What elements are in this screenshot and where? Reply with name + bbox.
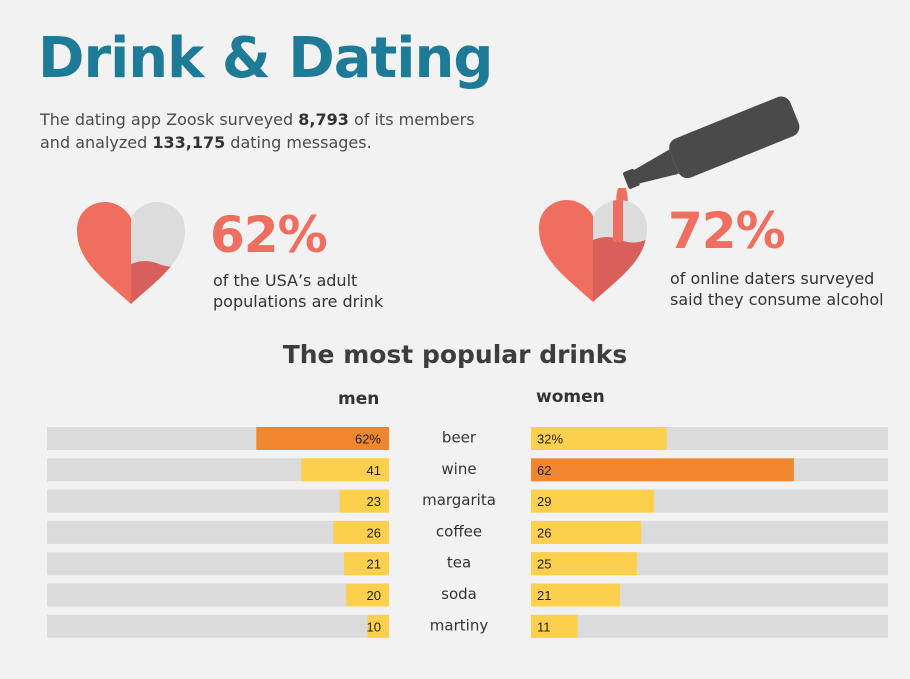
men-value-wine: 41 bbox=[367, 463, 381, 478]
category-label-martiny: martiny bbox=[430, 616, 489, 634]
men-value-beer: 62% bbox=[355, 432, 381, 447]
women-value-coffee: 26 bbox=[537, 525, 551, 540]
women-track-martiny bbox=[531, 614, 888, 638]
legend-men: men bbox=[338, 389, 380, 409]
men-track-tea bbox=[47, 552, 389, 576]
stat-desc-1: of the USA’s adult populations are drink bbox=[213, 271, 384, 311]
men-bar-martiny bbox=[367, 614, 389, 638]
women-bar-margarita bbox=[531, 489, 654, 513]
stat-value-1: 62% bbox=[210, 206, 328, 264]
men-track-margarita bbox=[47, 489, 389, 513]
heart-icon-right bbox=[539, 200, 647, 302]
women-value-tea: 25 bbox=[537, 557, 551, 572]
women-bar-tea bbox=[531, 552, 637, 576]
women-value-martiny: 11 bbox=[537, 619, 551, 634]
category-label-soda: soda bbox=[441, 585, 477, 603]
subtitle-suffix: dating messages. bbox=[225, 133, 372, 152]
category-label-tea: tea bbox=[447, 554, 471, 572]
men-bar-coffee bbox=[333, 520, 389, 544]
men-value-coffee: 26 bbox=[367, 525, 381, 540]
subtitle-prefix: The dating app Zoosk surveyed bbox=[40, 110, 299, 129]
category-label-wine: wine bbox=[441, 460, 476, 478]
men-bar-tea bbox=[344, 552, 389, 576]
men-bar-wine bbox=[301, 458, 389, 482]
category-label-margarita: margarita bbox=[422, 491, 496, 509]
men-value-tea: 21 bbox=[367, 557, 381, 572]
heart-icon-left bbox=[77, 202, 185, 304]
messages-count: 133,175 bbox=[152, 133, 226, 152]
subtitle-mid: of its members and analyzed bbox=[40, 110, 475, 152]
women-bar-coffee bbox=[531, 520, 642, 544]
men-track-soda bbox=[47, 583, 389, 607]
members-count: 8,793 bbox=[298, 110, 349, 129]
subtitle: The dating app Zoosk surveyed 8,793 of i… bbox=[40, 108, 490, 154]
men-track-martiny bbox=[47, 614, 389, 638]
category-label-coffee: coffee bbox=[436, 522, 482, 540]
women-bar-soda bbox=[531, 583, 621, 607]
page-title: Drink & Dating bbox=[38, 26, 493, 91]
category-label-beer: beer bbox=[442, 429, 477, 447]
chart-title: The most popular drinks bbox=[282, 340, 628, 369]
men-track-coffee bbox=[47, 520, 389, 544]
men-value-martiny: 10 bbox=[367, 619, 381, 634]
men-value-margarita: 23 bbox=[367, 494, 381, 509]
men-bar-beer bbox=[256, 427, 389, 450]
women-value-wine: 62 bbox=[537, 463, 551, 478]
women-track-soda bbox=[531, 583, 888, 607]
men-bar-soda bbox=[346, 583, 389, 607]
men-value-soda: 20 bbox=[367, 588, 381, 603]
stat-desc-2: of online daters surveyed said they cons… bbox=[670, 269, 884, 309]
women-bar-martiny bbox=[531, 614, 578, 638]
men-bar-margarita bbox=[339, 489, 389, 513]
legend-women: women bbox=[536, 387, 605, 407]
women-value-soda: 21 bbox=[537, 588, 551, 603]
stat-value-2: 72% bbox=[668, 202, 786, 260]
women-value-beer: 32% bbox=[537, 432, 563, 447]
women-bar-beer bbox=[531, 427, 667, 450]
women-bar-wine bbox=[531, 458, 794, 482]
women-value-margarita: 29 bbox=[537, 494, 551, 509]
